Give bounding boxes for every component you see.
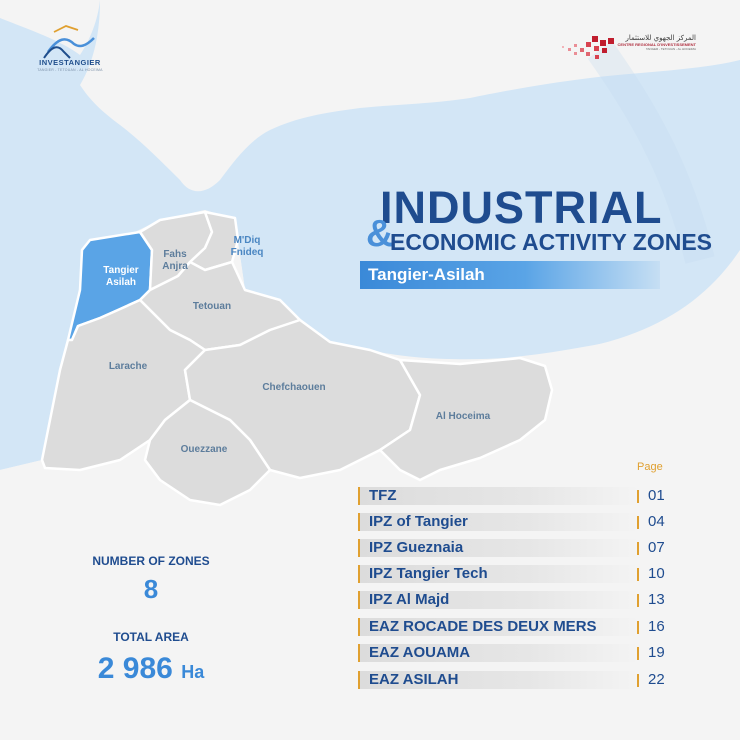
toc-item-name: EAZ AOUAMA [369, 644, 471, 661]
cri-arabic-name: المركز الجهوي للاستثمار [625, 34, 696, 42]
title-ampersand: & [366, 213, 394, 255]
map-label-chefchaouen: Chefchaouen [262, 382, 326, 393]
toc-item-name: IPZ Tangier Tech [369, 565, 488, 582]
map-label-al-hoceima: Al Hoceima [435, 411, 491, 422]
zones-count-label: NUMBER OF ZONES [92, 554, 210, 568]
investangier-logo-mark [43, 25, 95, 59]
toc-item-name: IPZ Al Majd [369, 591, 450, 608]
toc-item-page: 04 [648, 513, 665, 530]
cri-logo: المركز الجهوي للاستثمار CENTRE REGIONAL … [560, 34, 696, 64]
toc-item[interactable]: IPZ of Tangier 04 [358, 511, 665, 533]
title-economic-activity-zones: ECONOMIC ACTIVITY ZONES [390, 229, 713, 255]
toc-item-page: 19 [648, 644, 665, 661]
map-label-mdiq-fnideq: M'Diq Fnideq [230, 235, 264, 258]
toc-item-page: 22 [648, 671, 665, 688]
title-industrial: INDUSTRIAL [380, 182, 663, 233]
investangier-brand: INVESTANGIER [39, 58, 101, 67]
toc-item[interactable]: IPZ Tangier Tech 10 [358, 563, 665, 585]
map-label-larache: Larache [108, 361, 148, 372]
investangier-tagline: TANGIER - TETOUAN - AL HOCEIMA [37, 68, 103, 72]
toc-item-name: IPZ of Tangier [369, 513, 468, 530]
toc-page-header: Page [637, 461, 663, 473]
toc-item-page: 13 [648, 591, 665, 608]
toc-item-name: EAZ ROCADE DES DEUX MERS [369, 618, 597, 635]
map-label-fahs-anjra: Fahs Anjra [162, 249, 188, 272]
investangier-logo: INVESTANGIER TANGIER - TETOUAN - AL HOCE… [30, 24, 110, 74]
map-label-tetouan: Tetouan [192, 301, 232, 312]
total-area-label: TOTAL AREA [113, 630, 189, 644]
region-ouezzane [143, 398, 272, 507]
total-area-value: 2 986 [97, 652, 173, 685]
spain-landmass [80, 0, 740, 192]
toc-item-page: 07 [648, 539, 665, 556]
toc-item[interactable]: IPZ Gueznaia 07 [358, 537, 665, 559]
toc-item[interactable]: EAZ ROCADE DES DEUX MERS 16 [358, 616, 665, 638]
map-label-tangier-asilah: Tangier Asilah [103, 265, 139, 288]
zones-count-value: 8 [143, 574, 159, 604]
toc-item[interactable]: EAZ ASILAH 22 [358, 669, 665, 691]
toc-item[interactable]: TFZ 01 [358, 485, 665, 507]
toc-item-page: 01 [648, 487, 665, 504]
cri-region: TANGER - TETOUAN - AL HOCEIMA [645, 47, 696, 51]
cri-french-name: CENTRE REGIONAL D'INVESTISSEMENT [617, 42, 696, 47]
toc-item-name: TFZ [369, 487, 397, 504]
total-area-unit: Ha [181, 662, 205, 682]
cri-logo-mark [562, 36, 614, 59]
subtitle-banner [360, 261, 660, 289]
toc-item[interactable]: IPZ Al Majd 13 [358, 589, 665, 611]
toc-item-page: 16 [648, 618, 665, 635]
region-al-hoceima [378, 356, 554, 482]
subtitle-tangier-asilah: Tangier-Asilah [368, 265, 485, 284]
toc-item-name: IPZ Gueznaia [369, 539, 464, 556]
map-label-ouezzane: Ouezzane [180, 444, 228, 455]
toc-item[interactable]: EAZ AOUAMA 19 [358, 642, 665, 664]
toc-item-name: EAZ ASILAH [369, 671, 459, 688]
toc-item-page: 10 [648, 565, 665, 582]
total-area-value-block: 2 986 Ha [51, 652, 251, 686]
